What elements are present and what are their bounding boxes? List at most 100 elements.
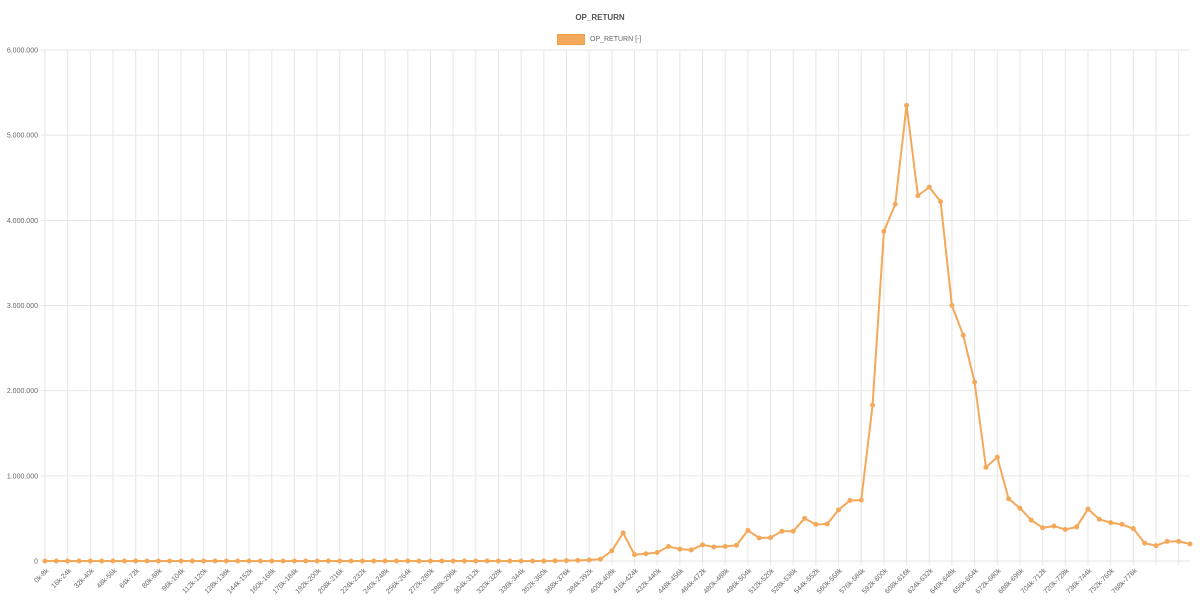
data-point	[121, 558, 127, 564]
data-point	[235, 558, 241, 564]
data-point	[563, 558, 569, 564]
data-point	[495, 558, 501, 564]
data-point	[450, 558, 456, 564]
data-point	[65, 558, 71, 564]
data-point	[133, 558, 139, 564]
data-point	[484, 558, 490, 564]
data-point	[359, 558, 365, 564]
data-point	[802, 515, 808, 521]
data-point	[552, 558, 558, 564]
x-tick-label: 32k-40k	[73, 567, 96, 590]
data-point	[518, 558, 524, 564]
data-point	[212, 558, 218, 564]
data-point	[700, 542, 706, 548]
y-tick-label: 2.000.000	[7, 388, 38, 395]
data-point	[1028, 517, 1034, 523]
y-tick-label: 1.000.000	[7, 473, 38, 480]
data-point	[1153, 543, 1159, 549]
data-point	[427, 558, 433, 564]
data-point	[768, 535, 774, 541]
data-point	[632, 552, 638, 558]
legend-label: OP_RETURN [-]	[590, 36, 642, 43]
data-point	[926, 184, 932, 190]
data-point	[892, 201, 898, 207]
data-point	[1187, 541, 1193, 547]
data-point	[779, 528, 785, 534]
x-tick-label: 16k-24k	[51, 567, 74, 590]
x-tick-label: 48k-56k	[96, 567, 119, 590]
data-point	[314, 558, 320, 564]
data-point	[836, 507, 842, 513]
data-point	[654, 549, 660, 555]
data-point	[575, 557, 581, 563]
data-point	[269, 558, 275, 564]
y-tick-label: 4.000.000	[7, 218, 38, 225]
data-point	[1085, 506, 1091, 512]
data-point	[824, 521, 830, 527]
data-point	[1074, 524, 1080, 530]
data-point	[1040, 525, 1046, 531]
data-point	[110, 558, 116, 564]
data-point	[223, 558, 229, 564]
data-point	[949, 303, 955, 308]
data-point	[201, 558, 207, 564]
data-point	[960, 332, 966, 338]
data-point	[813, 521, 819, 527]
data-point	[972, 379, 978, 385]
chart-legend[interactable]: OP_RETURN [-]	[557, 34, 641, 45]
data-point	[620, 530, 626, 536]
data-point	[847, 498, 853, 504]
series-line	[45, 104, 1191, 562]
data-point	[734, 542, 740, 548]
data-point	[586, 557, 592, 563]
data-point	[291, 558, 297, 564]
x-tick-label: 64k-72k	[119, 567, 142, 590]
x-tick-label: 80k-88k	[141, 567, 164, 590]
data-point	[99, 558, 105, 564]
data-point	[87, 558, 93, 564]
data-point	[303, 558, 309, 564]
data-point	[915, 193, 921, 199]
data-point	[257, 558, 263, 564]
data-point	[155, 558, 161, 564]
data-point	[53, 558, 59, 564]
data-point	[461, 558, 467, 564]
data-point	[280, 558, 286, 564]
data-point	[541, 558, 547, 564]
data-point	[711, 544, 717, 550]
data-point	[1096, 516, 1102, 522]
data-point	[405, 558, 411, 564]
data-point	[609, 548, 615, 554]
y-tick-label: 5.000.000	[7, 133, 38, 140]
data-point	[904, 102, 910, 108]
data-point	[858, 497, 864, 503]
data-point	[246, 558, 252, 564]
data-point	[1051, 523, 1057, 529]
data-point	[393, 558, 399, 564]
data-point	[178, 558, 184, 564]
data-point	[371, 558, 377, 564]
data-point	[881, 228, 887, 234]
data-point	[597, 556, 603, 562]
y-tick-label: 6.000.000	[7, 48, 38, 55]
data-point	[688, 547, 694, 553]
data-point	[1017, 505, 1023, 511]
data-point	[507, 558, 513, 564]
data-point	[1108, 520, 1114, 526]
data-point	[722, 544, 728, 550]
data-point	[144, 558, 150, 564]
data-point	[76, 558, 82, 564]
data-point	[439, 558, 445, 564]
data-point	[337, 558, 343, 564]
data-point	[473, 558, 479, 564]
y-tick-label: 0	[34, 559, 38, 566]
data-point	[983, 464, 989, 470]
data-point	[1130, 526, 1136, 532]
data-point	[42, 558, 48, 564]
data-point	[348, 558, 354, 564]
data-point	[382, 558, 388, 564]
x-tick-label: 0k-8k	[33, 567, 50, 584]
data-point	[756, 535, 762, 541]
data-point	[745, 527, 751, 533]
